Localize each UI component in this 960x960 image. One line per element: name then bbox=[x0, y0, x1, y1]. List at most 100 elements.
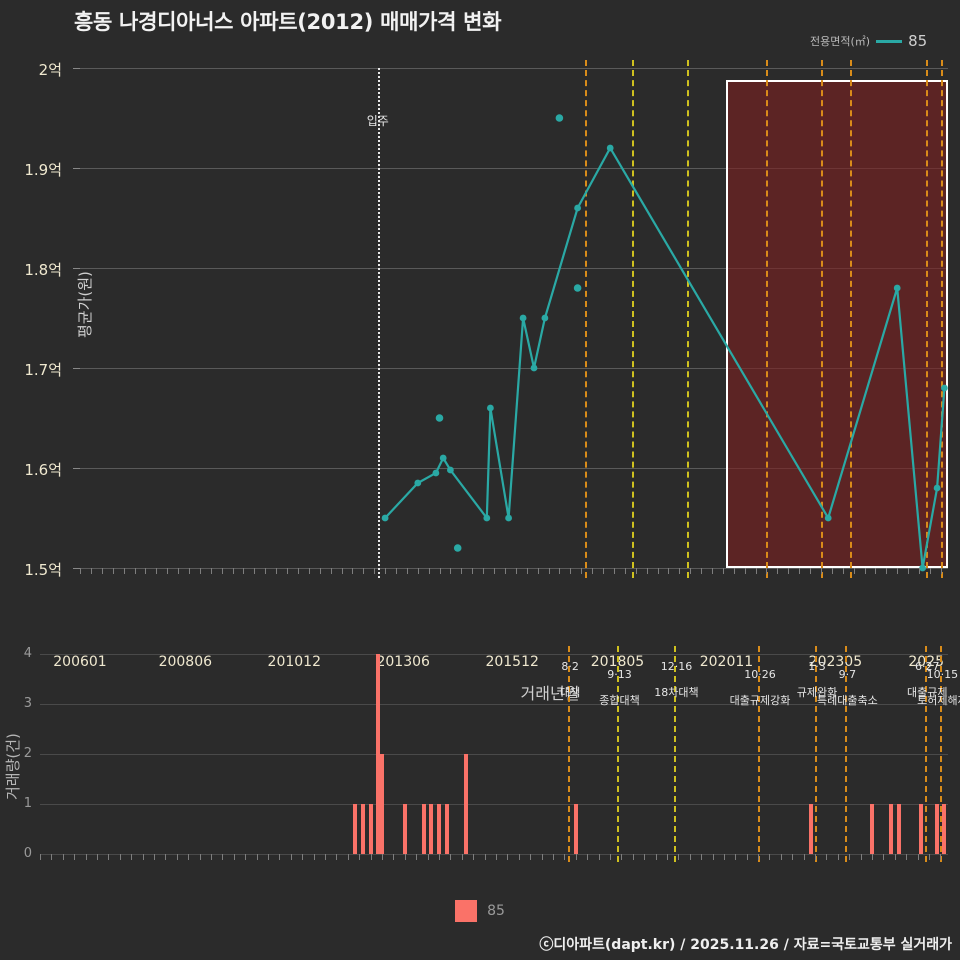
policy-vline bbox=[845, 646, 848, 862]
price-x-tick-label: 202011 bbox=[699, 654, 754, 670]
volume-gridline bbox=[40, 804, 948, 805]
policy-date-label: 9·7 bbox=[838, 668, 857, 681]
volume-bar bbox=[889, 804, 893, 854]
volume-bar bbox=[896, 804, 901, 854]
page-title: 흥동 나경디아너스 아파트(2012) 매매가격 변화 bbox=[74, 10, 502, 34]
gridline bbox=[80, 468, 948, 469]
price-y-tick-label: 1.5억 bbox=[24, 561, 62, 579]
price-point bbox=[824, 514, 832, 522]
price-point bbox=[606, 144, 614, 152]
price-point bbox=[439, 454, 447, 462]
volume-bar bbox=[379, 754, 384, 854]
movein-label: 입주 bbox=[366, 114, 389, 128]
movein-line bbox=[377, 68, 380, 578]
legend-bar-swatch bbox=[455, 900, 478, 922]
policy-vline bbox=[849, 60, 852, 578]
volume-bar bbox=[934, 804, 939, 854]
policy-name-label: 대출규제강화 bbox=[729, 694, 791, 707]
volume-gridline bbox=[40, 654, 948, 655]
policy-vline bbox=[758, 646, 761, 862]
policy-vline bbox=[686, 60, 689, 578]
series-legend-bottom: 85 bbox=[0, 900, 960, 922]
policy-date-label: 8·2 bbox=[561, 660, 579, 673]
price-point bbox=[519, 314, 527, 322]
volume-bar-chart: 0 1 2 3 4 8·2 대책 9·13 종합대책 12·16 18차대책 10·26 대출규제강화… bbox=[24, 646, 960, 862]
price-point bbox=[941, 384, 948, 392]
y-tick-mark bbox=[73, 468, 80, 469]
volume-bar bbox=[870, 804, 875, 854]
price-x-axis-label: 거래년월 bbox=[520, 684, 580, 703]
price-x-tickstrip bbox=[80, 568, 948, 574]
gridline bbox=[80, 268, 948, 269]
price-y-tick-label: 1.8억 bbox=[24, 261, 62, 279]
y-tick-mark bbox=[73, 68, 80, 69]
price-point bbox=[893, 284, 901, 292]
volume-bar bbox=[429, 804, 434, 854]
price-x-tick-label: 200601 bbox=[53, 654, 107, 670]
volume-gridline bbox=[40, 754, 948, 755]
policy-vline bbox=[674, 646, 677, 862]
price-y-tick-label: 2억 bbox=[38, 61, 62, 79]
volume-highlight-region bbox=[40, 654, 272, 860]
price-point bbox=[919, 564, 926, 572]
policy-vline bbox=[820, 60, 823, 578]
policy-name-label: 대출규제 bbox=[906, 686, 948, 699]
policy-name-label: 규제완화 bbox=[796, 686, 838, 699]
price-point bbox=[505, 514, 512, 522]
price-point bbox=[381, 514, 389, 522]
legend-bar-label: 85 bbox=[487, 903, 505, 919]
volume-bar bbox=[942, 804, 947, 854]
volume-gridline bbox=[40, 704, 948, 705]
volume-bar bbox=[360, 804, 365, 854]
policy-date-label: 1·3 bbox=[808, 660, 826, 673]
y-tick-mark bbox=[73, 568, 80, 569]
gridline bbox=[80, 168, 948, 169]
y-tick-mark bbox=[73, 368, 80, 369]
gridline bbox=[80, 68, 948, 69]
policy-vline bbox=[632, 60, 635, 578]
volume-x-tickstrip bbox=[40, 854, 948, 860]
policy-date-label: 10·15 bbox=[926, 668, 959, 681]
volume-y-axis-label: 거래량(건) bbox=[4, 733, 22, 800]
policy-name-label: 대책 bbox=[559, 686, 581, 699]
policy-date-label: 9·13 bbox=[607, 668, 632, 681]
volume-bar bbox=[919, 804, 924, 854]
gridline bbox=[80, 368, 948, 369]
gridline bbox=[80, 568, 948, 569]
policy-vline bbox=[925, 646, 928, 862]
price-outlier-point bbox=[453, 544, 462, 552]
volume-y-tick-label: 3 bbox=[23, 696, 32, 711]
volume-gridline bbox=[40, 854, 948, 855]
footer-credit: ⓒ디아파트(dapt.kr) / 2025.11.26 / 자료=국토교통부 실… bbox=[539, 937, 952, 953]
policy-vline bbox=[940, 646, 943, 862]
policy-vline bbox=[617, 646, 620, 862]
price-outlier-point bbox=[573, 284, 582, 292]
legend-area-label: 전용면적(㎡) bbox=[810, 35, 871, 48]
price-line bbox=[384, 145, 946, 569]
price-outlier-point bbox=[555, 114, 564, 122]
legend-line-swatch bbox=[876, 39, 903, 43]
policy-date-label: 12·16 bbox=[660, 660, 693, 673]
price-y-tick-label: 1.9억 bbox=[24, 161, 62, 179]
volume-bar bbox=[421, 804, 426, 854]
price-y-tick-label: 1.7억 bbox=[24, 361, 62, 379]
policy-name-label: 18차대책 bbox=[654, 686, 699, 699]
y-tick-mark bbox=[73, 168, 80, 169]
series-legend-top: 전용면적(㎡) 85 bbox=[810, 32, 927, 50]
policy-vline bbox=[926, 60, 929, 578]
volume-y-tick-label: 0 bbox=[23, 846, 32, 861]
price-point bbox=[487, 404, 494, 412]
volume-y-tick-label: 4 bbox=[23, 646, 32, 661]
volume-bar bbox=[573, 804, 578, 854]
policy-vline bbox=[815, 646, 818, 862]
volume-bar bbox=[368, 804, 373, 854]
legend-area-value: 85 bbox=[908, 32, 928, 50]
price-point bbox=[432, 469, 440, 477]
price-y-tick-label: 1.6억 bbox=[24, 461, 62, 479]
price-line-chart: 평균가(원) 1.5억 1.6억 1.7억 1.8억 1.9억 2억 입주 200601 2… bbox=[24, 60, 948, 703]
price-x-tick-label: 201306 bbox=[376, 654, 430, 670]
volume-bar bbox=[353, 804, 358, 854]
price-point bbox=[414, 479, 422, 487]
volume-bar bbox=[463, 754, 468, 854]
